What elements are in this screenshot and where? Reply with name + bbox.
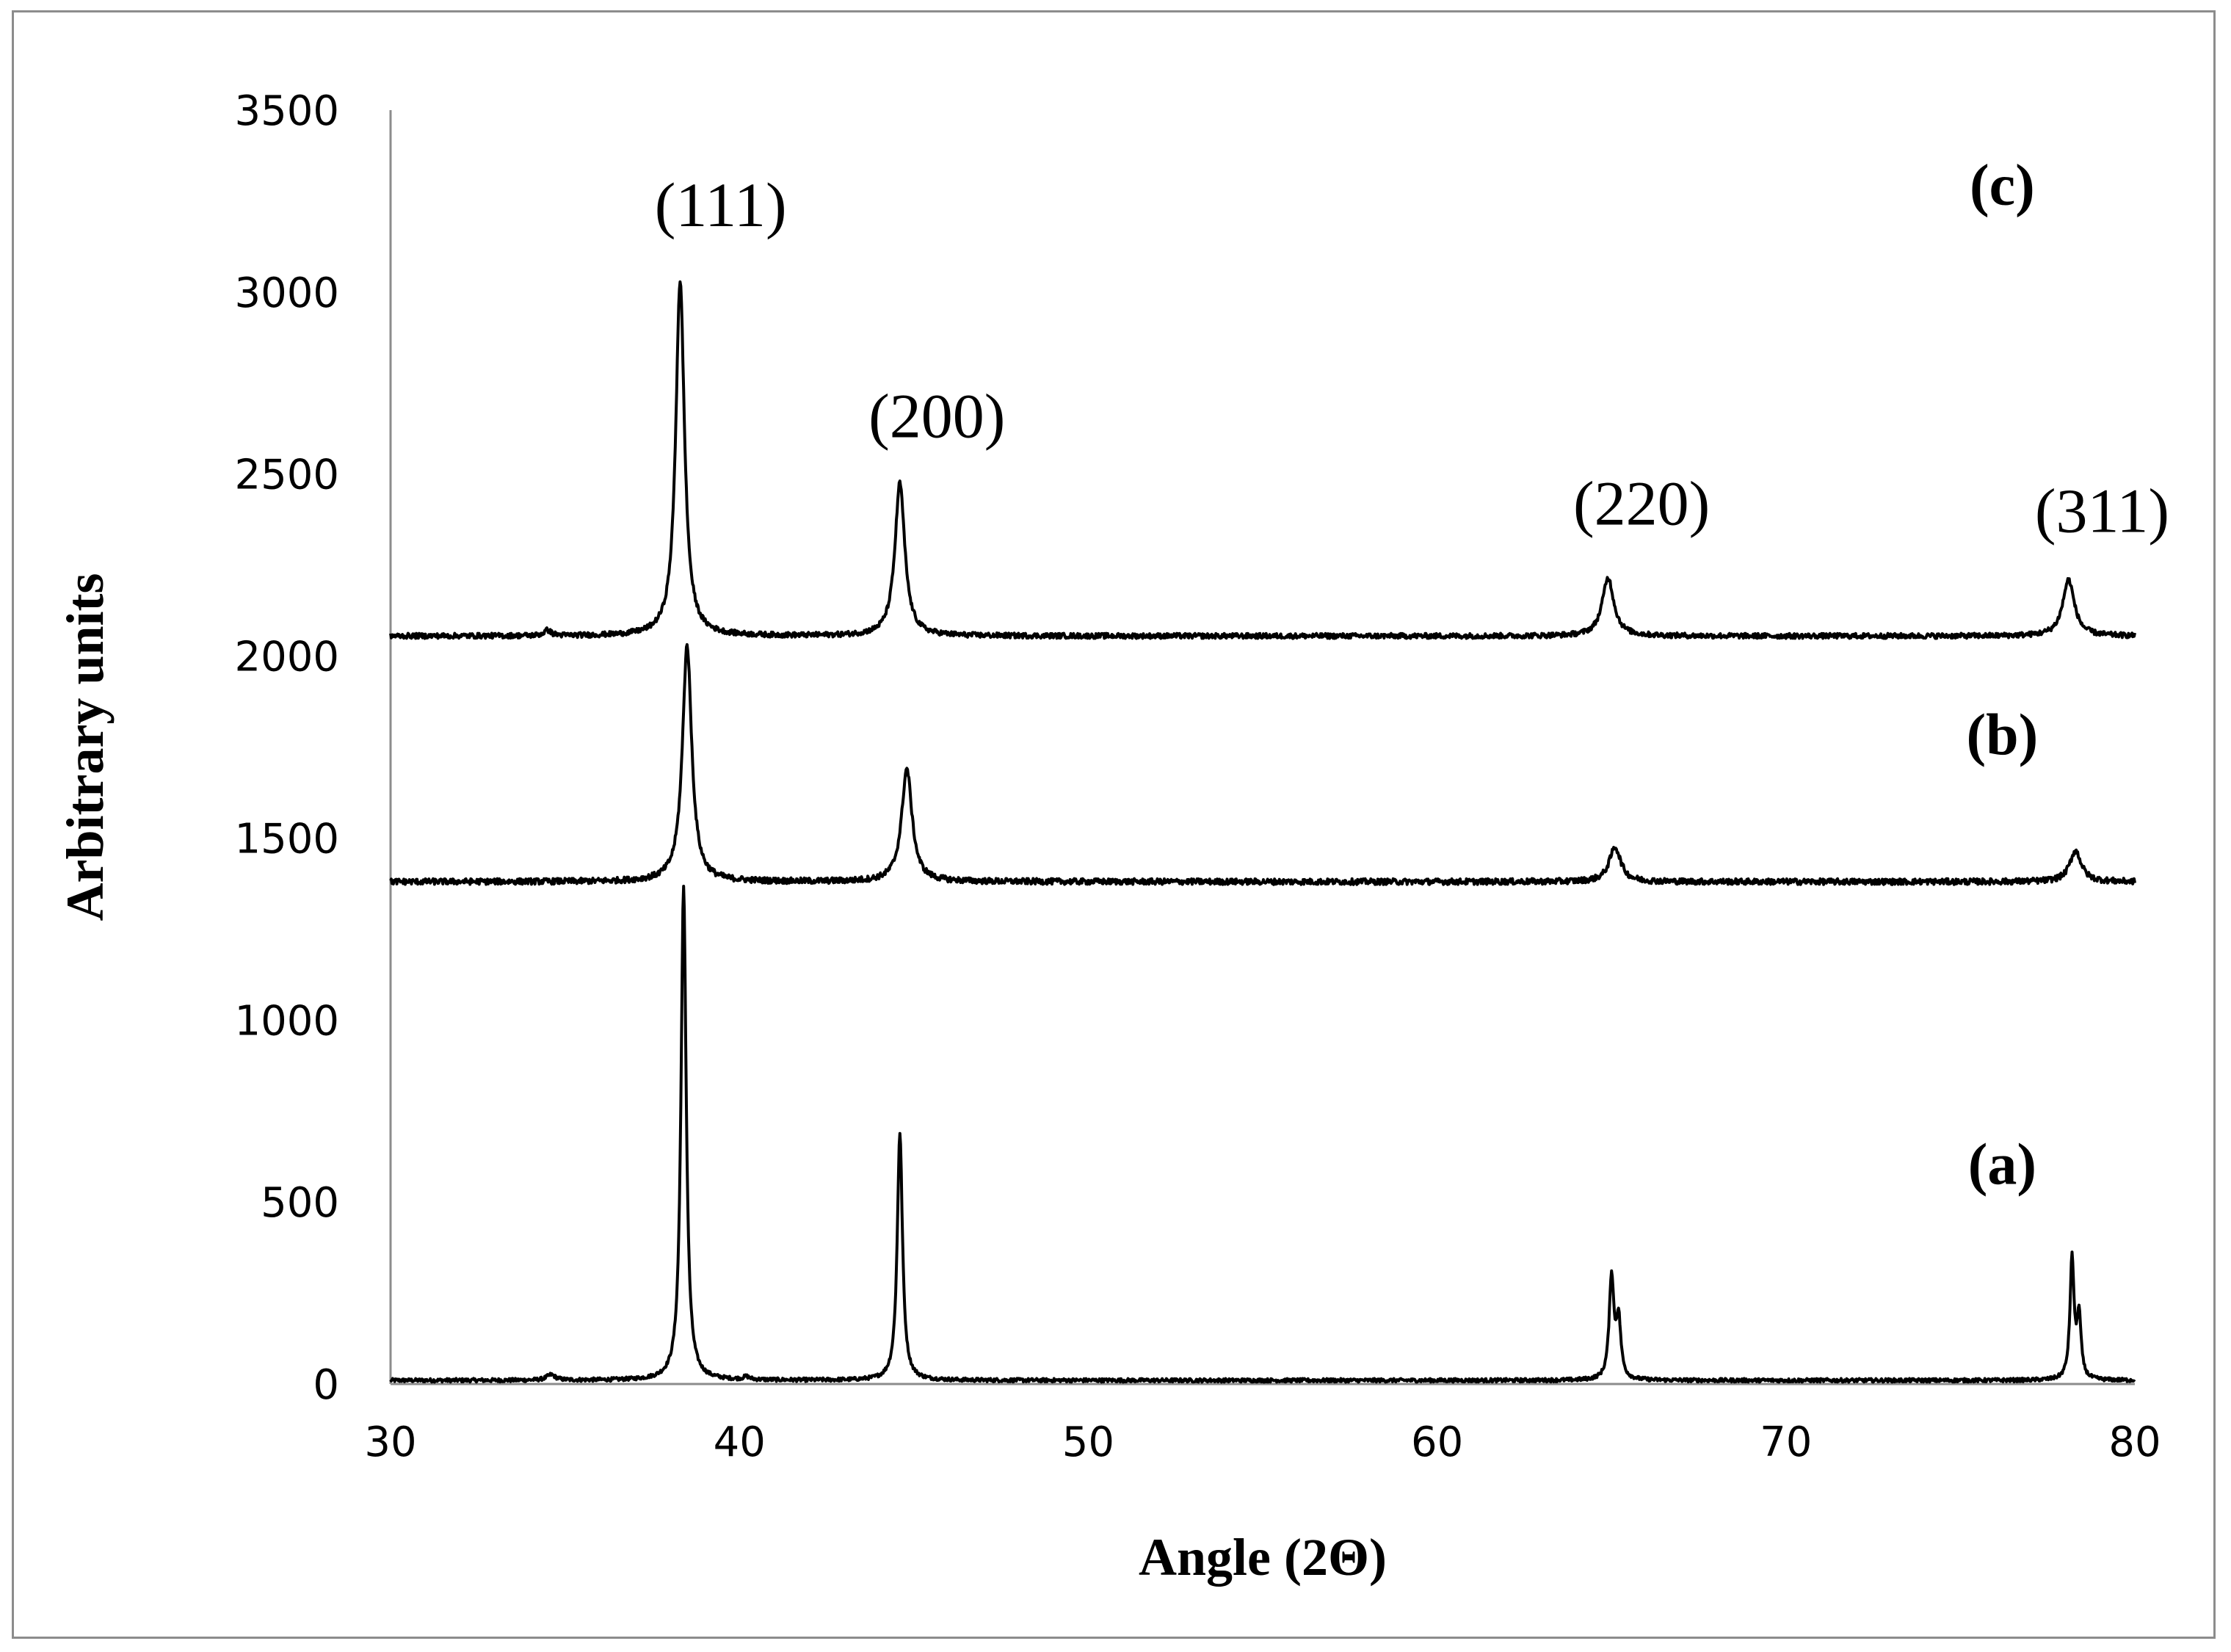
peak-labels: (111) (200) (220) (311) (655, 170, 2169, 546)
series-line (389, 885, 2136, 1384)
series-line (389, 642, 2136, 886)
peak-label: (200) (868, 381, 1005, 452)
peak-label: (111) (655, 170, 787, 240)
axes (389, 110, 2135, 1385)
series-label: (a) (1968, 1132, 2036, 1197)
series-label: (b) (1967, 703, 2039, 767)
peak-label: (311) (2035, 475, 2169, 546)
y-tick-label: 2500 (234, 452, 339, 499)
x-tick-label: 80 (2108, 1419, 2161, 1466)
x-tick-label: 60 (1411, 1419, 1463, 1466)
y-tick-label: 3000 (234, 269, 339, 317)
y-tick-label: 2000 (234, 634, 339, 681)
series-label: (c) (1970, 153, 2035, 218)
x-tick-labels: 30 40 50 60 70 80 (364, 1419, 2161, 1466)
x-tick-label: 70 (1760, 1419, 1812, 1466)
y-tick-label: 500 (261, 1179, 339, 1227)
y-axis-title: Arbitrary units (56, 573, 115, 921)
y-tick-label: 3500 (234, 87, 339, 135)
series-line (389, 280, 2136, 640)
y-tick-labels: 0 500 1000 1500 2000 2500 3000 3500 (234, 87, 339, 1409)
peak-label: (220) (1573, 468, 1710, 539)
x-tick-label: 50 (1062, 1419, 1114, 1466)
y-tick-label: 0 (313, 1361, 339, 1409)
chart-frame (12, 10, 2216, 1639)
y-tick-label: 1000 (234, 997, 339, 1045)
series-labels: (a) (b) (c) (1967, 153, 2039, 1197)
x-axis-title: Angle (2Θ) (1139, 1528, 1387, 1587)
x-tick-label: 30 (364, 1419, 416, 1466)
x-tick-label: 40 (714, 1419, 766, 1466)
series-lines (389, 280, 2136, 1384)
y-tick-label: 1500 (234, 815, 339, 863)
